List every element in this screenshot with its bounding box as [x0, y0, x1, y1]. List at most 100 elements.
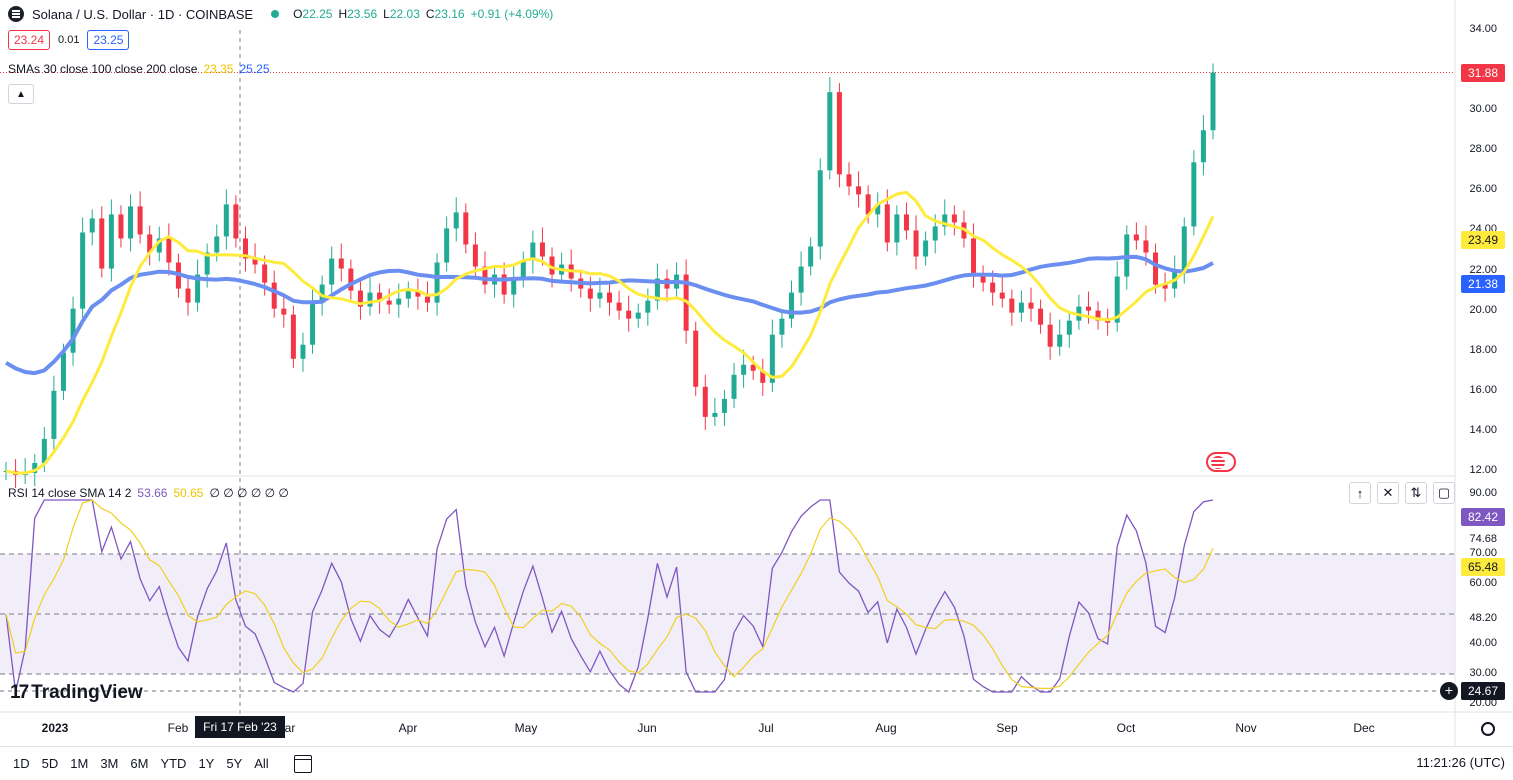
rsi-tick-label: 48.20: [1469, 612, 1497, 625]
last-price-badge: 31.88: [1461, 64, 1505, 82]
price-tick-label: 14.00: [1469, 423, 1497, 436]
candle-body: [971, 238, 977, 275]
candle-body: [482, 266, 488, 285]
time-tick-label: 2023: [41, 721, 69, 735]
candle-body: [444, 228, 450, 263]
candle-body: [693, 330, 699, 387]
candle-body: [51, 390, 57, 439]
candle-body: [836, 92, 842, 175]
candle-body: [520, 260, 526, 279]
close-pane-button[interactable]: ✕: [1377, 482, 1399, 504]
candle-body: [453, 212, 459, 229]
candle-body: [377, 292, 383, 301]
sell-price-button[interactable]: 23.24: [8, 30, 51, 50]
candle-body: [252, 258, 258, 265]
candle-body: [1047, 324, 1053, 347]
collapse-legend-button[interactable]: ▲: [8, 84, 34, 104]
range-button-6m[interactable]: 6M: [130, 756, 149, 771]
rsi-extra-values: ∅ ∅ ∅ ∅ ∅ ∅: [209, 486, 289, 500]
solana-logo-icon: [8, 6, 24, 22]
candle-body: [894, 214, 900, 243]
market-status-dot-icon: [271, 10, 280, 18]
time-tick-label: ar: [284, 721, 296, 735]
price-tick-label: 22.00: [1469, 263, 1497, 276]
range-button-1y[interactable]: 1Y: [198, 756, 215, 771]
candle-body: [147, 234, 153, 253]
arrow-up-icon: ↑: [1356, 485, 1364, 501]
sma-indicator-label: SMAs 30 close 100 close 200 close: [8, 62, 198, 76]
price-tick-label: 16.00: [1469, 383, 1497, 396]
candle-body: [99, 218, 105, 269]
candle-body: [434, 262, 440, 303]
price-tick-label: 18.00: [1469, 343, 1497, 356]
rsi-value: 53.66: [137, 486, 168, 500]
ohlc-value: 23.56: [347, 7, 378, 21]
rsi-indicator-legend[interactable]: RSI 14 close SMA 14 2 53.66 50.65 ∅ ∅ ∅ …: [8, 486, 289, 500]
candle-body: [942, 214, 948, 227]
candle-body: [846, 174, 852, 187]
candle-body: [1066, 320, 1072, 335]
rsi-sma-line: [5, 499, 1214, 689]
candle-body: [702, 386, 708, 417]
tradingview-logo[interactable]: 17 TradingView: [10, 682, 143, 704]
range-button-ytd[interactable]: YTD: [160, 756, 187, 771]
ohlc-item: C23.16: [426, 7, 465, 21]
settings-gear-icon[interactable]: [1481, 722, 1495, 736]
rsi-tick-label: 60.00: [1469, 577, 1497, 589]
time-tick-label: Aug: [875, 721, 897, 735]
price-tick-label: 30.00: [1469, 103, 1497, 116]
time-tick-label: Jul: [758, 721, 774, 735]
range-button-1d[interactable]: 1D: [13, 756, 30, 771]
candle-body: [185, 288, 191, 303]
candle-body: [750, 364, 756, 371]
sma-indicator-legend[interactable]: SMAs 30 close 100 close 200 close 23.35 …: [8, 62, 270, 76]
candle-body: [731, 374, 737, 399]
add-alert-plus-icon[interactable]: +: [1440, 682, 1458, 700]
us-flag-event-icon[interactable]: [1206, 452, 1236, 472]
time-tick-label: Jun: [637, 721, 657, 735]
candle-body: [137, 206, 143, 235]
candle-body: [1133, 234, 1139, 241]
candle-body: [999, 292, 1005, 299]
maximize-pane-button[interactable]: ▢: [1433, 482, 1455, 504]
crosshair-price-badge: 24.67: [1461, 682, 1505, 700]
time-tick-label: Feb: [167, 721, 189, 735]
candle-body: [204, 252, 210, 275]
calendar-icon[interactable]: [293, 754, 312, 773]
rsi-tick-label: 40.00: [1469, 637, 1497, 649]
range-button-3m[interactable]: 3M: [100, 756, 119, 771]
candle-body: [501, 274, 507, 295]
range-button-1m[interactable]: 1M: [70, 756, 89, 771]
candle-body: [108, 214, 114, 269]
move-pane-up-button[interactable]: ↑: [1349, 482, 1371, 504]
collapse-pane-button[interactable]: ⇅: [1405, 482, 1427, 504]
rsi-line: [5, 499, 1214, 694]
time-tick-label: Apr: [398, 721, 418, 735]
utc-clock[interactable]: 11:21:26 (UTC): [1416, 755, 1505, 770]
candle-body: [281, 308, 287, 315]
candle-body: [549, 256, 555, 275]
price-tick-label: 28.00: [1469, 143, 1497, 156]
buy-price-button[interactable]: 23.25: [87, 30, 130, 50]
range-button-all[interactable]: All: [254, 756, 269, 771]
candle-body: [166, 238, 172, 263]
symbol-title[interactable]: Solana / U.S. Dollar · 1D · COINBASE: [32, 6, 254, 22]
candle-body: [903, 214, 909, 231]
sma100-badge: 21.38: [1461, 275, 1505, 293]
range-button-5y[interactable]: 5Y: [226, 756, 243, 771]
candle-body: [348, 268, 354, 291]
time-tick-label: May: [514, 721, 538, 735]
ohlc-value: 22.03: [389, 7, 420, 21]
collapse-icon: ⇅: [1410, 485, 1422, 500]
range-button-5d[interactable]: 5D: [41, 756, 59, 771]
ohlc-values: O22.25 H23.56 L22.03 C23.16 +0.91 (+4.09%): [293, 7, 553, 21]
ohlc-value: 22.25: [302, 7, 333, 21]
candle-body: [386, 300, 392, 305]
candle-body: [789, 292, 795, 319]
candle-body: [80, 232, 86, 309]
candle-body: [635, 312, 641, 319]
price-tick-label: 26.00: [1469, 183, 1497, 196]
close-icon: ✕: [1382, 485, 1394, 500]
candle-body: [1018, 302, 1024, 313]
